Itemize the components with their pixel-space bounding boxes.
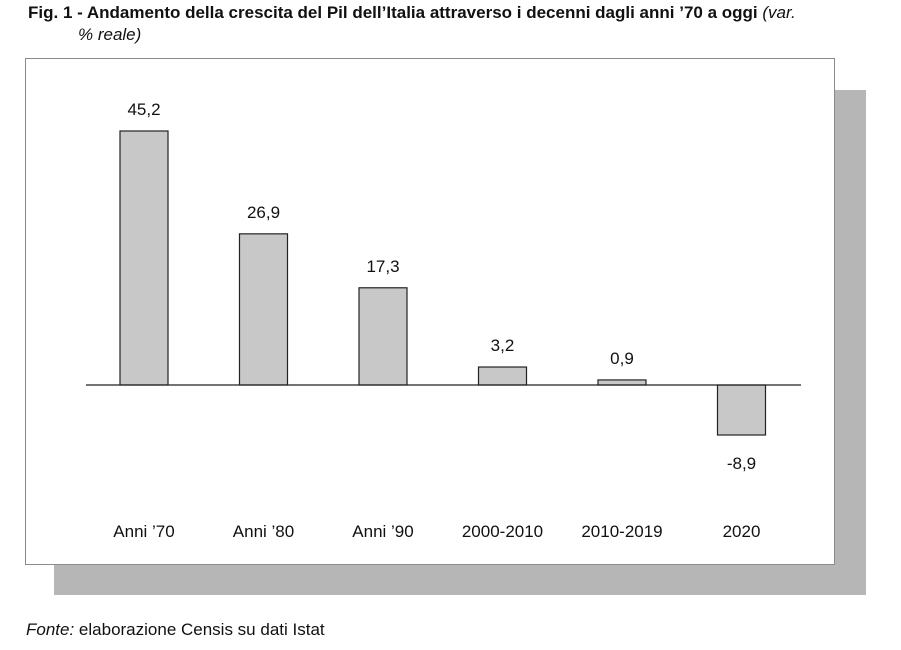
- category-label-2: Anni ’90: [352, 522, 413, 541]
- chart-panel: 45,2 Anni ’70 26,9 Anni ’80 17,3 Anni ’90 3,2 2…: [25, 58, 835, 565]
- title-unit: (var.: [762, 3, 796, 22]
- value-label-1: 26,9: [247, 203, 280, 222]
- value-label-0: 45,2: [127, 100, 160, 119]
- bar-2: [358, 287, 408, 386]
- value-label-3: 3,2: [491, 336, 515, 355]
- bar-5: [716, 384, 767, 436]
- bar-4: [597, 379, 647, 386]
- category-label-1: Anni ’80: [233, 522, 294, 541]
- category-label-0: Anni ’70: [113, 522, 174, 541]
- bar-0: [119, 130, 169, 386]
- bar-chart: 45,2 Anni ’70 26,9 Anni ’80 17,3 Anni ’90 3,2 2…: [86, 100, 801, 541]
- bar-1: [238, 233, 289, 386]
- bar-3: [477, 366, 528, 386]
- value-label-4: 0,9: [610, 349, 634, 368]
- category-label-5: 2020: [723, 522, 761, 541]
- source-text: elaborazione Censis su dati Istat: [74, 620, 325, 639]
- source-note: Fonte: elaborazione Censis su dati Istat: [26, 620, 325, 640]
- category-label-3: 2000-2010: [462, 522, 543, 541]
- source-label: Fonte:: [26, 620, 75, 639]
- value-label-5: -8,9: [727, 454, 756, 473]
- title-unit-continued: % reale): [78, 25, 142, 44]
- title-main: Fig. 1 - Andamento della crescita del Pi…: [28, 3, 758, 22]
- value-label-2: 17,3: [366, 257, 399, 276]
- category-label-4: 2010-2019: [581, 522, 662, 541]
- chart-title: Fig. 1 - Andamento della crescita del Pi…: [28, 2, 878, 23]
